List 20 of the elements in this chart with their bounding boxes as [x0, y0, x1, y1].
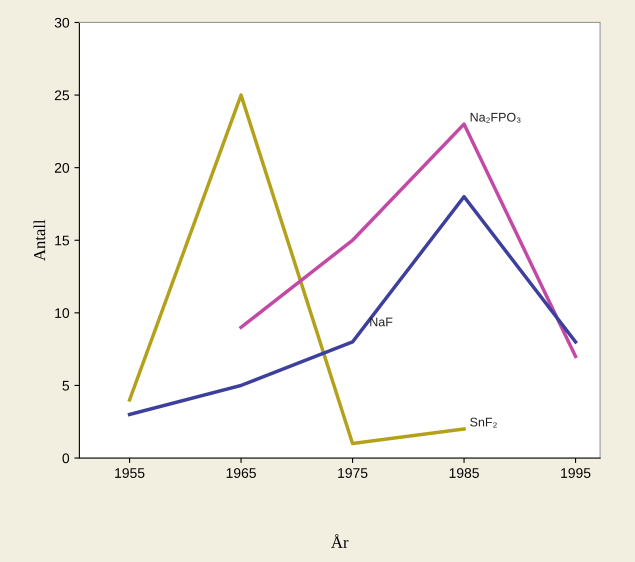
x-axis-title: År [331, 534, 348, 548]
line-series [128, 194, 578, 416]
y-tick-label: 5 [62, 380, 70, 391]
series-label: NaF [370, 318, 392, 326]
line-series [239, 122, 578, 358]
x-tick-label: 1985 [450, 468, 479, 478]
y-tick-label: 20 [54, 163, 70, 173]
y-tick-label: 30 [54, 18, 70, 28]
x-tick-label: 1955 [115, 468, 144, 478]
series-label: SnF₂ [470, 418, 497, 428]
x-tick-label: 1965 [226, 468, 256, 478]
x-tick-label: 1975 [338, 468, 368, 478]
y-tick-label: 25 [54, 90, 70, 100]
y-tick-label: 10 [55, 308, 70, 318]
y-tick-label: 15 [55, 236, 70, 246]
x-tick-label: 1995 [561, 468, 590, 478]
series-label: Na₂FPO₃ [470, 112, 521, 123]
line-series [128, 93, 466, 446]
y-axis-title: Antall [34, 220, 46, 261]
y-tick-label: 0 [62, 453, 70, 464]
